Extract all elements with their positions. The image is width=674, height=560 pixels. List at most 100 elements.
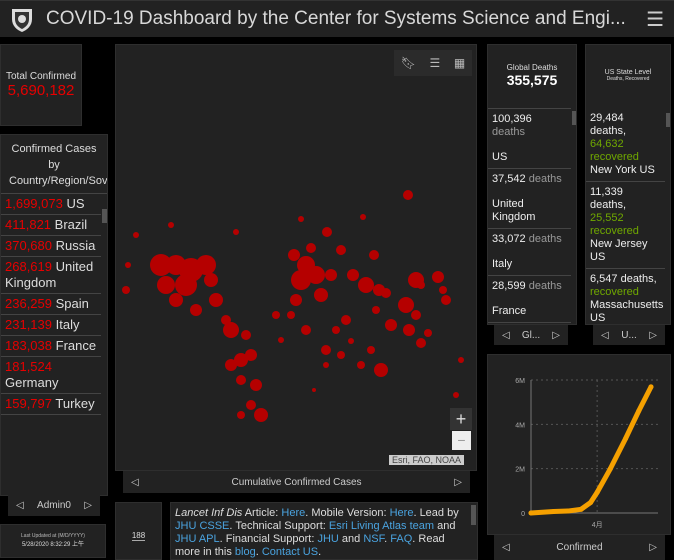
country-list-item[interactable]: 183,038 France <box>1 336 101 357</box>
case-bubble[interactable] <box>288 249 300 261</box>
country-list-item[interactable]: 181,524 Germany <box>1 357 101 394</box>
global-deaths-nav-label[interactable]: Gl... <box>521 329 541 341</box>
case-bubble[interactable] <box>290 294 302 306</box>
next-arrow-icon[interactable]: ▷ <box>552 329 560 341</box>
case-bubble[interactable] <box>453 392 459 398</box>
case-bubble[interactable] <box>190 304 202 316</box>
case-bubble[interactable] <box>337 351 345 359</box>
case-bubble[interactable] <box>322 227 332 237</box>
data-point[interactable] <box>551 508 557 514</box>
case-bubble[interactable] <box>439 286 447 294</box>
case-bubble[interactable] <box>403 324 415 336</box>
case-bubble[interactable] <box>372 306 380 314</box>
case-bubble[interactable] <box>168 222 174 228</box>
case-bubble[interactable] <box>357 361 365 369</box>
case-bubble[interactable] <box>196 255 216 275</box>
case-bubble[interactable] <box>246 400 256 410</box>
country-list-item[interactable]: 370,680 Russia <box>1 236 101 257</box>
case-bubble[interactable] <box>403 190 413 200</box>
case-bubble[interactable] <box>133 232 139 238</box>
case-bubble[interactable] <box>374 363 388 377</box>
case-bubble[interactable] <box>223 322 239 338</box>
data-point[interactable] <box>622 436 628 442</box>
case-bubble[interactable] <box>157 276 175 294</box>
case-bubble[interactable] <box>424 329 432 337</box>
confirmed-series-line[interactable] <box>528 384 654 516</box>
case-bubble[interactable] <box>321 345 331 355</box>
next-arrow-icon[interactable]: ▷ <box>649 542 657 553</box>
case-bubble[interactable] <box>358 277 374 293</box>
us-state-item[interactable]: 11,339 deaths, 25,552 recovered New Jerse… <box>586 182 665 269</box>
jhu-apl-link[interactable]: JHU APL <box>175 533 220 545</box>
us-state-item[interactable]: 29,484 deaths, 64,632 recovered New York … <box>586 108 665 182</box>
global-deaths-scrollbar[interactable] <box>572 111 576 125</box>
case-bubble[interactable] <box>278 337 284 343</box>
case-bubble[interactable] <box>241 330 251 340</box>
legend-list-icon[interactable]: ☰ <box>429 56 441 70</box>
case-bubble[interactable] <box>373 284 385 296</box>
data-point[interactable] <box>648 384 654 390</box>
hamburger-menu-icon[interactable]: ☰ <box>646 9 664 31</box>
case-bubble[interactable] <box>209 293 223 307</box>
case-bubble[interactable] <box>175 274 197 296</box>
blog-link[interactable]: blog <box>234 546 256 558</box>
admin-nav-label[interactable]: Admin0 <box>37 500 71 511</box>
country-list-item[interactable]: 411,821 Brazil <box>1 215 101 236</box>
case-bubble[interactable] <box>441 295 451 305</box>
case-bubble[interactable] <box>287 311 295 319</box>
case-bubble[interactable] <box>301 325 311 335</box>
global-deaths-item[interactable]: 33,072 deaths Italy <box>488 229 571 276</box>
data-point[interactable] <box>578 506 584 512</box>
info-scrollbar[interactable] <box>471 505 476 525</box>
case-bubble[interactable] <box>307 266 325 284</box>
data-point[interactable] <box>528 510 534 516</box>
article-link[interactable]: Here <box>281 507 306 519</box>
case-bubble[interactable] <box>306 243 316 253</box>
case-bubble[interactable] <box>325 269 337 281</box>
case-bubble[interactable] <box>348 338 354 344</box>
case-bubble[interactable] <box>125 262 131 268</box>
faq-link[interactable]: FAQ <box>390 533 413 545</box>
case-bubble[interactable] <box>416 338 426 348</box>
case-bubble[interactable] <box>367 346 375 354</box>
case-bubble[interactable] <box>254 408 268 422</box>
jhu-link[interactable]: JHU <box>317 533 339 545</box>
bookmark-icon[interactable]: 🔖︎ <box>400 56 416 70</box>
case-bubble[interactable] <box>298 216 304 222</box>
country-list-scrollbar[interactable] <box>102 209 107 223</box>
prev-arrow-icon[interactable]: ◁ <box>601 329 609 341</box>
case-bubble[interactable] <box>272 311 280 319</box>
data-point[interactable] <box>565 508 571 514</box>
case-bubble[interactable] <box>122 286 130 294</box>
case-bubble[interactable] <box>234 353 248 367</box>
nsf-link[interactable]: NSF <box>363 533 385 545</box>
contact-link[interactable]: Contact US <box>261 546 319 558</box>
case-bubble[interactable] <box>398 297 414 313</box>
basemap-gallery-icon[interactable]: ▦ <box>453 56 466 70</box>
case-bubble[interactable] <box>225 359 237 371</box>
us-state-scrollbar[interactable] <box>666 113 670 127</box>
case-bubble[interactable] <box>432 271 444 283</box>
us-state-nav-label[interactable]: U... <box>621 329 637 341</box>
data-point[interactable] <box>588 500 594 506</box>
esri-link[interactable]: Esri Living Atlas team <box>328 520 435 532</box>
case-bubble[interactable] <box>323 362 329 368</box>
data-point[interactable] <box>594 489 600 495</box>
case-bubble[interactable] <box>347 269 359 281</box>
case-bubble[interactable] <box>150 254 172 276</box>
zoom-out-button[interactable]: − <box>452 431 471 450</box>
next-arrow-icon[interactable]: ▷ <box>454 476 462 488</box>
global-deaths-item[interactable]: 37,542 deaths United Kingdom <box>488 169 571 229</box>
country-list-item[interactable]: 231,139 Italy <box>1 315 101 336</box>
country-list-item[interactable]: 268,619 United Kingdom <box>1 257 101 294</box>
world-map[interactable] <box>116 45 476 470</box>
global-deaths-item[interactable]: 28,599 deaths France <box>488 276 571 323</box>
case-bubble[interactable] <box>336 245 346 255</box>
prev-arrow-icon[interactable]: ◁ <box>131 476 139 488</box>
case-bubble[interactable] <box>291 270 311 290</box>
mobile-version-link[interactable]: Here <box>389 507 414 519</box>
prev-arrow-icon[interactable]: ◁ <box>502 542 510 553</box>
global-deaths-item[interactable]: 100,396 deaths US <box>488 109 571 169</box>
case-bubble[interactable] <box>385 319 397 331</box>
country-list-item[interactable]: 236,259 Spain <box>1 294 101 315</box>
